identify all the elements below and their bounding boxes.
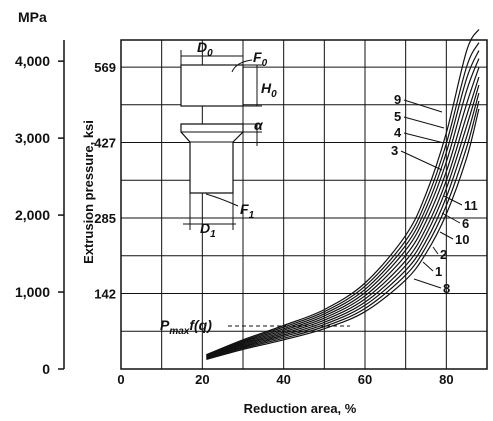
curve-9 <box>206 29 480 356</box>
y-tick-label-ksi: 142 <box>94 287 116 302</box>
curve-label-leader <box>413 278 442 289</box>
curve-10 <box>206 84 480 359</box>
curve-3 <box>206 58 480 357</box>
f0-leader <box>231 59 253 73</box>
curve-label-leader <box>400 150 443 171</box>
curve-label-leader <box>403 116 445 129</box>
y-tick-label-ksi: 569 <box>94 60 116 75</box>
y-tick-label-mpa: 4,000 <box>15 53 50 69</box>
curve-label-leader <box>403 99 443 113</box>
curve-8 <box>206 108 480 360</box>
y-tick-label-mpa: 3,000 <box>15 130 50 146</box>
curve-label-leader <box>422 261 434 272</box>
curve-5 <box>206 42 480 356</box>
curve-label-leader <box>443 195 463 206</box>
y-tick-label-ksi: 427 <box>94 135 116 150</box>
f1-label: F1 <box>240 201 255 221</box>
grid <box>121 40 487 369</box>
f0-label: F0 <box>253 49 268 69</box>
x-tick-label: 0 <box>117 372 124 387</box>
y-tick-label-mpa: 1,000 <box>15 284 50 300</box>
alpha-label: α <box>254 117 264 133</box>
curve-label-2: 2 <box>440 247 447 262</box>
curve-label-9: 9 <box>394 92 401 107</box>
mpa-unit-label: MPa <box>18 9 47 25</box>
extrusion-die-diagram: D0 F0 H0 α F1 D1 <box>180 39 277 240</box>
curve-labels: 9 54 3 11 610 2 18 <box>391 92 478 296</box>
d1-label: D1 <box>200 220 216 240</box>
curve-label-11: 11 <box>464 198 478 213</box>
d0-label: D0 <box>197 39 213 59</box>
tick-labels: 0 20 40 60 8014228542756901,0002,0003,0004,0… <box>15 53 454 387</box>
curve-label-4: 4 <box>394 125 402 140</box>
x-tick-label: 40 <box>276 372 290 387</box>
curve-label-10: 10 <box>455 232 469 247</box>
curve-1 <box>206 100 480 360</box>
billet-rect <box>180 64 244 107</box>
plot-frame <box>120 39 488 370</box>
curve-label-6: 6 <box>462 216 469 231</box>
curve-label-5: 5 <box>394 109 401 124</box>
x-tick-label: 60 <box>358 372 372 387</box>
y-tick-label-mpa: 0 <box>42 361 50 377</box>
curve-label-1: 1 <box>435 264 442 279</box>
curve-2 <box>206 92 480 359</box>
y-axis-label: Extrusion pressure, ksi <box>81 120 96 264</box>
pmax-annotation: Pmaxf(q) <box>160 317 212 337</box>
x-axis-label: Reduction area, % <box>244 401 357 416</box>
axes <box>120 39 488 370</box>
curve-label-leader <box>403 132 445 144</box>
h0-label: H0 <box>261 80 277 100</box>
y-tick-label-mpa: 2,000 <box>15 207 50 223</box>
curves <box>206 29 480 360</box>
curve-label-8: 8 <box>443 281 450 296</box>
curve-label-3: 3 <box>391 143 398 158</box>
die-shape <box>180 123 244 194</box>
x-tick-label: 80 <box>439 372 453 387</box>
x-tick-label: 20 <box>195 372 209 387</box>
curve-11 <box>206 67 480 358</box>
curve-4 <box>206 50 480 357</box>
curve-label-leader <box>439 231 454 240</box>
f1-leader <box>205 193 239 207</box>
curve-label-leader <box>441 212 461 224</box>
curve-6 <box>206 76 480 358</box>
y-tick-label-ksi: 285 <box>94 211 116 226</box>
curve-label-leader <box>432 246 439 255</box>
